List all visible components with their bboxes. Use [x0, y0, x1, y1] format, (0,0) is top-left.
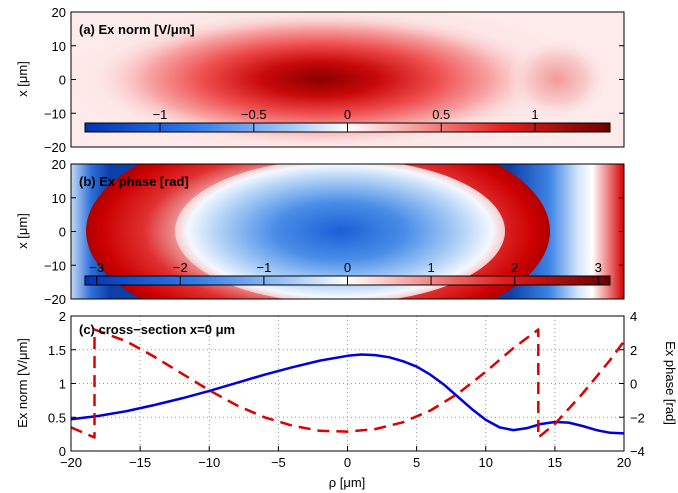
panel-c-grid	[71, 316, 624, 451]
panel-c-ylabel-right: Ex phase [rad]	[663, 341, 678, 425]
panel-c-xtick-label: 15	[548, 455, 562, 470]
panel-b-colorbar-ticks: −3 −2 −1 0 1 2 3	[89, 260, 602, 285]
panel-c-ytick-label: 1	[59, 377, 66, 392]
panel-a-colorbar-tick-label: −1	[153, 107, 168, 122]
panel-c-xtick-label: −5	[271, 455, 286, 470]
panel-a-colorbar-tick-label: −0.5	[241, 107, 267, 122]
panel-b-colorbar-tick-label: 0	[344, 260, 351, 275]
panel-c-ytick-right-label: 2	[630, 343, 637, 358]
panel-b-title: (b) Ex phase [rad]	[79, 174, 189, 189]
panel-b-colorbar-tick-label: −3	[89, 260, 104, 275]
panel-b-ytick-label: −20	[44, 292, 66, 307]
panel-c-xtick-label: 10	[479, 455, 493, 470]
panel-c: −20 −15 −10 −5 0 5 10 15 20 21.510.50 420−2−4 (c…	[15, 309, 678, 490]
panel-b-colorbar-tick-label: 2	[511, 260, 518, 275]
panel-b-ytick-label: −10	[44, 258, 66, 273]
panel-c-ytick-label: 1.5	[48, 343, 66, 358]
panel-c-xlabel: ρ [μm]	[329, 475, 366, 490]
panel-c-ytick-right-label: −4	[630, 444, 645, 459]
panel-c-ylabel-left: Ex norm [V/μm]	[15, 338, 30, 428]
panel-c-series-ex-norm-line	[71, 353, 624, 435]
panel-c-ytick-label: 0	[59, 444, 66, 459]
panel-c-title: (c) cross−section x=0 μm	[79, 322, 235, 337]
panel-c-ytick-right-label: 0	[630, 377, 637, 392]
panel-a-ytick-label: 0	[59, 73, 66, 88]
panel-b-colorbar-tick-label: −2	[173, 260, 188, 275]
panel-c-ytick-right-label: −2	[630, 410, 645, 425]
panel-a-title: (a) Ex norm [V/μm]	[79, 22, 195, 37]
panel-c-yticks-left: 2 1.5 1 0.5 0	[48, 309, 76, 459]
panel-c-xtick-label: −20	[60, 455, 82, 470]
panel-b-colorbar-tick-label: 1	[427, 260, 434, 275]
panel-b-heatmap	[71, 164, 624, 299]
panel-b-ytick-label: 0	[59, 225, 66, 240]
panel-b-ylabel: x [μm]	[15, 213, 30, 249]
panel-b-colorbar: −3 −2 −1 0 1 2 3	[84, 260, 611, 286]
panel-a-colorbar-tick-label: 0.5	[432, 107, 450, 122]
panel-a-colorbar-tick-label: 1	[531, 107, 538, 122]
panel-c-yticks-right: 4 2 0 −2 −4	[619, 309, 645, 459]
panel-a-heatmap	[71, 12, 624, 147]
panel-c-xtick-label: 0	[344, 455, 351, 470]
panel-c-ytick-right-label: 4	[630, 309, 637, 324]
panel-c-ytick-label: 0.5	[48, 410, 66, 425]
panel-b-ytick-label: 10	[52, 191, 66, 206]
panel-a-ytick-label: −10	[44, 106, 66, 121]
panel-a-ytick-label: 10	[52, 39, 66, 54]
panel-b-colorbar-tick-label: −1	[256, 260, 271, 275]
panel-a-colorbar-tick-label: 0	[344, 107, 351, 122]
panel-a-ylabel: x [μm]	[15, 61, 30, 97]
panel-a-colorbar: −1 −0.5 0 0.5 1	[84, 107, 611, 133]
panel-c-xtick-label: 5	[413, 455, 420, 470]
panel-c-xtick-label: −15	[129, 455, 151, 470]
panel-c-ytick-label: 2	[59, 309, 66, 324]
panel-c-lines	[71, 328, 624, 439]
panel-b-ytick-label: 20	[52, 157, 66, 172]
panel-a-colorbar-ticks: −1 −0.5 0 0.5 1	[153, 107, 539, 132]
panel-c-xticks: −20 −15 −10 −5 0 5 10 15 20	[60, 446, 631, 470]
panel-c-xtick-label: −10	[198, 455, 220, 470]
panel-a-ytick-label: −20	[44, 140, 66, 155]
panel-c-xtick-label: 20	[617, 455, 631, 470]
panel-b-colorbar-tick-label: 3	[595, 260, 602, 275]
panel-a-ytick-label: 20	[52, 5, 66, 20]
